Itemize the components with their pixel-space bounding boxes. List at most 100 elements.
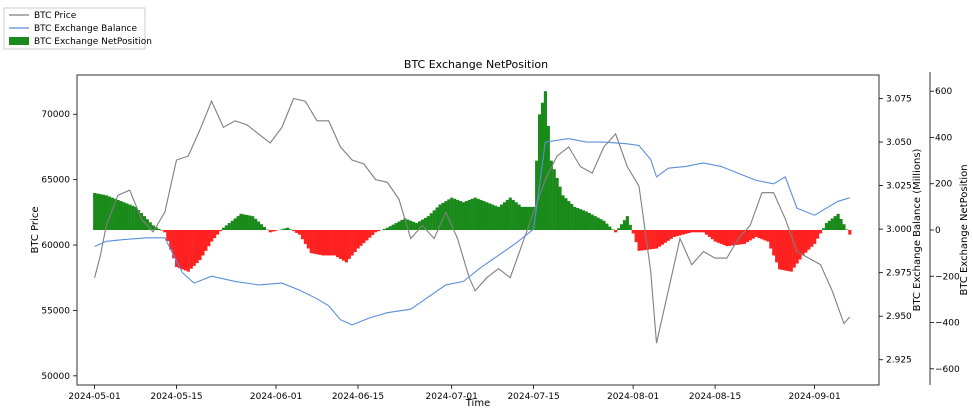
- netposition-bar: [783, 230, 787, 271]
- y-right1-tick-label: 2.950: [886, 312, 912, 322]
- netposition-bar: [707, 230, 711, 237]
- netposition-bar: [438, 204, 442, 230]
- netposition-bar: [713, 230, 717, 242]
- netposition-bar: [649, 230, 653, 250]
- y-right2-tick-label: 400: [935, 133, 952, 143]
- netposition-bar: [365, 230, 369, 241]
- netposition-bar: [107, 196, 111, 230]
- netposition-bar: [128, 204, 132, 230]
- netposition-bar: [520, 206, 524, 230]
- netposition-bar: [605, 223, 609, 230]
- netposition-bar: [125, 203, 129, 230]
- netposition-bar: [230, 220, 234, 230]
- x-tick-label: 2024-08-15: [689, 392, 741, 402]
- netposition-bar: [619, 224, 624, 230]
- netposition-bar: [192, 230, 196, 266]
- netposition-bar: [696, 230, 700, 233]
- netposition-bar: [792, 230, 796, 268]
- plot-frame: [76, 74, 880, 386]
- y-right1-tick-label: 3.050: [886, 138, 912, 148]
- y-left-axis-label: BTC Price: [30, 207, 41, 254]
- netposition-bar: [505, 199, 509, 230]
- netposition-bar: [183, 230, 187, 271]
- netposition-bar: [827, 220, 831, 230]
- netposition-bar: [570, 203, 574, 230]
- netposition-bar: [482, 201, 486, 230]
- netposition-bar: [397, 221, 401, 230]
- netposition-bar: [458, 201, 463, 230]
- netposition-bar: [441, 202, 445, 230]
- y-right2-tick-label: −200: [935, 272, 960, 282]
- netposition-bar: [567, 201, 571, 230]
- netposition-bar: [710, 230, 714, 240]
- netposition-bar: [816, 230, 820, 239]
- netposition-bar: [801, 230, 805, 256]
- netposition-bar: [625, 216, 629, 230]
- netposition-bar: [295, 230, 299, 233]
- y-right2-tick-label: 600: [935, 87, 952, 97]
- netposition-bar: [608, 226, 612, 230]
- legend: BTC Price BTC Exchange Balance BTC Excha…: [3, 7, 152, 50]
- netposition-bar: [306, 230, 310, 249]
- netposition-bar: [227, 223, 231, 230]
- netposition-bar: [245, 214, 249, 230]
- netposition-bar: [652, 230, 656, 249]
- netposition-bar: [268, 230, 272, 233]
- netposition-bar: [517, 204, 521, 230]
- netposition-bar: [590, 214, 594, 230]
- netposition-bar: [134, 206, 138, 230]
- netposition-bar: [578, 209, 583, 230]
- x-tick-label: 2024-07-15: [507, 392, 559, 402]
- netposition-bar: [359, 230, 363, 246]
- netposition-bar: [643, 230, 647, 251]
- netposition-bar: [297, 230, 302, 235]
- series-price-line: [94, 97, 851, 344]
- netposition-bar: [429, 213, 433, 230]
- netposition-bar: [848, 230, 852, 235]
- netposition-bar: [104, 195, 108, 230]
- netposition-bar: [236, 216, 240, 230]
- netposition-bar: [687, 230, 691, 234]
- netposition-bar: [622, 220, 627, 230]
- netposition-bar: [423, 217, 427, 230]
- legend-swatch-netposition: [9, 37, 29, 45]
- netposition-bar: [336, 230, 340, 258]
- netposition-bar: [772, 230, 776, 256]
- netposition-bar: [116, 199, 120, 230]
- netposition-bar: [286, 227, 290, 230]
- netposition-bar: [145, 219, 149, 230]
- chart-title: BTC Exchange NetPosition: [404, 58, 548, 71]
- netposition-bar: [631, 230, 635, 234]
- netposition-bar: [532, 206, 536, 230]
- netposition-bar: [576, 208, 580, 230]
- y-left-tick-label: 70000: [41, 110, 70, 120]
- netposition-bar: [830, 218, 834, 230]
- y-left-tick-label: 65000: [41, 176, 70, 186]
- y-right1-tick-label: 2.975: [886, 269, 912, 279]
- netposition-bar: [321, 230, 325, 256]
- netposition-bar: [113, 198, 117, 230]
- netposition-bar: [549, 160, 553, 230]
- netposition-bar: [204, 230, 208, 251]
- netposition-bar: [338, 230, 343, 259]
- netposition-bar: [842, 224, 846, 230]
- netposition-bar: [400, 219, 404, 230]
- netposition-bar: [473, 197, 477, 230]
- netposition-bar: [172, 230, 176, 259]
- y-right1-axis-label: BTC Exchange Balance (Millions): [912, 148, 923, 311]
- netposition-bar: [833, 216, 837, 230]
- netposition-bar: [160, 230, 164, 231]
- netposition-bar: [216, 230, 220, 235]
- netposition-bar: [485, 202, 489, 230]
- netposition-bar: [669, 230, 673, 239]
- netposition-bar: [218, 230, 223, 232]
- netposition-bar: [221, 227, 226, 230]
- netposition-bar: [552, 169, 556, 230]
- netposition-bar: [640, 230, 644, 251]
- netposition-bar: [341, 230, 346, 261]
- netposition-bar: [716, 230, 720, 243]
- netposition-bar: [734, 230, 738, 246]
- y-right2-tick-label: 200: [935, 180, 952, 190]
- y-axis-left: 50000 55000 60000 65000 70000: [41, 110, 77, 382]
- netposition-bar: [701, 230, 706, 233]
